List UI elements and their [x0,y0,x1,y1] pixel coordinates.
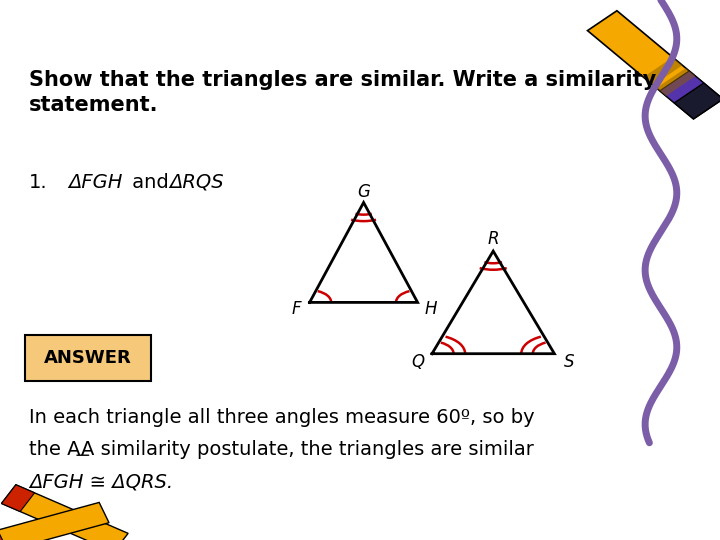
Text: the AA similarity postulate, the triangles are similar: the AA similarity postulate, the triangl… [29,440,534,459]
Polygon shape [1,485,128,540]
Text: ΔFGH ≅ ΔQRS.: ΔFGH ≅ ΔQRS. [29,472,173,491]
Polygon shape [588,11,720,119]
Polygon shape [644,57,683,85]
Polygon shape [674,83,720,119]
Text: H: H [424,300,437,318]
Text: 1.: 1. [29,173,48,192]
Text: R: R [487,230,499,248]
Text: and: and [126,173,175,192]
Text: Q: Q [411,353,424,372]
Text: In each triangle all three angles measure 60º, so by: In each triangle all three angles measur… [29,408,534,427]
Text: F: F [292,300,302,318]
Text: ANSWER: ANSWER [45,349,132,367]
Text: G: G [357,183,370,201]
Polygon shape [0,502,109,540]
FancyBboxPatch shape [25,335,151,381]
Polygon shape [0,530,7,540]
Polygon shape [657,68,696,96]
Text: S: S [564,353,574,372]
Polygon shape [660,71,703,103]
Text: Show that the triangles are similar. Write a similarity
statement.: Show that the triangles are similar. Wri… [29,70,656,115]
Text: ΔFGH: ΔFGH [68,173,123,192]
Polygon shape [1,485,35,511]
Text: ΔRQS: ΔRQS [169,173,224,192]
